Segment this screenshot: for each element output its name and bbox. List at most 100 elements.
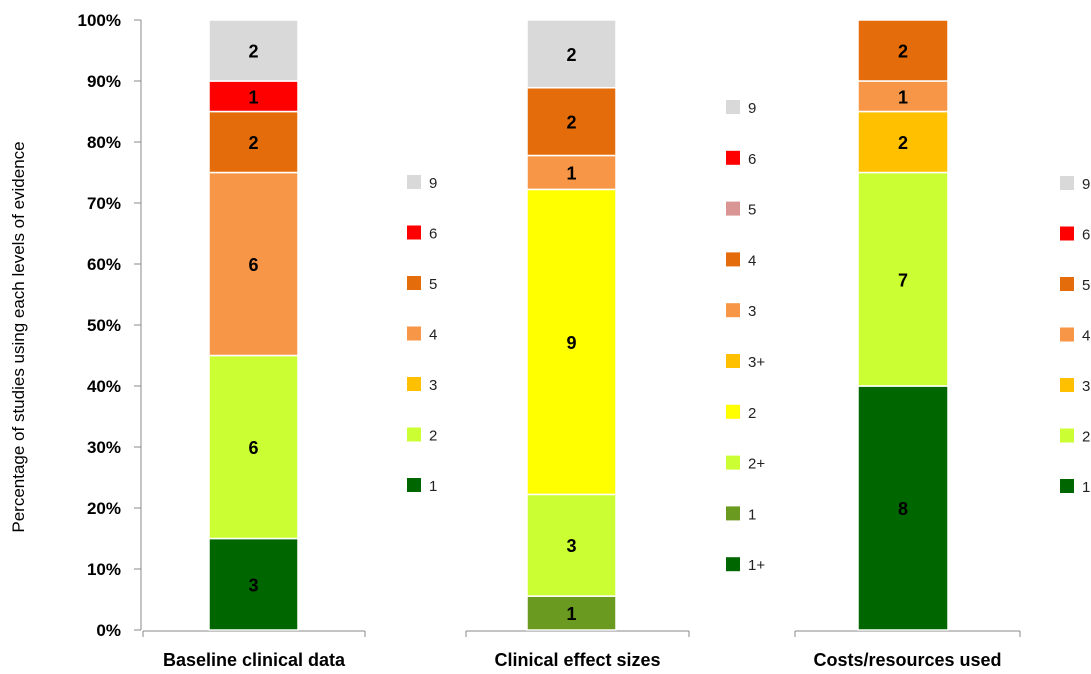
y-tick-label: 0%: [96, 621, 121, 640]
legend-swatch: [1060, 378, 1074, 392]
segment-count-label: 1: [566, 163, 576, 183]
bar-segment: [208, 110, 299, 174]
segment-count-label: 2: [898, 133, 908, 153]
legend-label: 6: [1082, 227, 1090, 244]
legend-label: 3: [429, 377, 437, 394]
legend-label: 3+: [748, 354, 765, 371]
segment-count-label: 9: [566, 333, 576, 353]
bar-segment: [208, 537, 299, 631]
legend-label: 5: [429, 276, 437, 293]
segment-count-label: 2: [566, 113, 576, 133]
legend-swatch: [726, 201, 740, 216]
legend-swatch: [407, 427, 421, 442]
legend-label: 1+: [748, 557, 765, 574]
y-tick-label: 50%: [87, 316, 121, 335]
legend-label: 2+: [748, 456, 765, 473]
legend-swatch: [407, 225, 421, 240]
legend-swatch: [1060, 176, 1074, 190]
legend-swatch: [726, 354, 740, 368]
legend-label: 3: [1082, 378, 1090, 395]
legend-label: 3: [748, 303, 756, 320]
y-tick-label: 80%: [87, 133, 121, 152]
legend-label: 1: [429, 478, 437, 495]
legend-label: 6: [748, 151, 756, 168]
legend-swatch: [407, 377, 421, 391]
legend-label: 4: [1082, 328, 1090, 345]
bar-segment: [208, 80, 299, 113]
y-tick-label: 20%: [87, 499, 121, 518]
legend-label: 1: [1082, 479, 1090, 496]
bar-segment: [857, 110, 949, 174]
y-tick-label: 90%: [87, 72, 121, 91]
legend-swatch: [726, 100, 740, 114]
segment-count-label: 2: [898, 42, 908, 62]
legend-label: 6: [429, 226, 437, 243]
legend-label: 9: [429, 175, 437, 192]
legend: 9 6 5 4 3 2 1: [407, 175, 437, 495]
y-axis-label: Percentage of studies using each levels …: [9, 141, 28, 532]
legend-swatch: [1060, 479, 1074, 493]
y-tick-label: 10%: [87, 560, 121, 579]
legend-swatch: [407, 326, 421, 341]
y-tick-label: 100%: [78, 11, 121, 30]
legend-swatch: [726, 150, 740, 165]
bar-segment: [208, 19, 299, 82]
y-tick-label: 30%: [87, 438, 121, 457]
bar-segment: [208, 354, 299, 540]
legend-swatch: [407, 175, 421, 189]
legend-swatch: [726, 455, 740, 470]
legend: 9 6 5 4 3 3+ 2 2+ 1 1+: [726, 100, 765, 574]
x-category-label: Baseline clinical data: [163, 650, 346, 670]
x-category-label: Costs/resources used: [813, 650, 1001, 670]
segment-count-label: 1: [566, 604, 576, 624]
legend-label: 2: [1082, 429, 1090, 446]
legend-label: 4: [429, 327, 437, 344]
legend-label: 9: [1082, 176, 1090, 193]
legend-label: 5: [748, 202, 756, 219]
legend-swatch: [407, 276, 421, 290]
legend: 9 6 5 4 3 2 1: [1060, 176, 1090, 496]
legend-label: 2: [429, 428, 437, 445]
panel-1: 3 6 6 2 1 2 Baseline clinical data 9 6 5 4 3 2 1: [142, 19, 437, 670]
legend-swatch: [1060, 428, 1074, 443]
legend-swatch: [726, 557, 740, 572]
y-tick-label: 60%: [87, 255, 121, 274]
legend-label: 2: [748, 405, 756, 422]
legend-label: 4: [748, 252, 756, 269]
legend-swatch: [1060, 226, 1074, 241]
legend-swatch: [407, 478, 421, 492]
legend-label: 5: [1082, 277, 1090, 294]
legend-swatch: [726, 252, 740, 267]
legend-swatch: [726, 506, 740, 521]
segment-count-label: 2: [248, 133, 258, 153]
segment-count-label: 1: [898, 87, 908, 107]
segment-count-label: 3: [248, 575, 258, 595]
legend-label: 1: [748, 506, 756, 523]
legend-swatch: [1060, 327, 1074, 342]
legend-swatch: [726, 404, 740, 419]
y-tick-label: 70%: [87, 194, 121, 213]
segment-count-label: 7: [898, 270, 908, 290]
legend-swatch: [726, 303, 740, 318]
segment-count-label: 8: [898, 499, 908, 519]
x-category-label: Clinical effect sizes: [494, 650, 660, 670]
bar-segment: [208, 171, 299, 357]
bar-segment: [526, 493, 617, 597]
legend-swatch: [1060, 277, 1074, 291]
segment-count-label: 3: [566, 536, 576, 556]
segment-count-label: 2: [248, 42, 258, 62]
bar-segment: [857, 171, 949, 387]
segment-count-label: 2: [566, 45, 576, 65]
legend-label: 9: [748, 100, 756, 117]
panel-2: 1 3 9 1 2 2 Clinical effect sizes 9 6 5 4 3 3+ 2 2+ 1 1+: [465, 19, 765, 670]
panel-3: 8 7 2 1 2 Costs/resources used 9 6 5 4 3 2 1: [794, 19, 1090, 670]
bar-segment: [857, 19, 949, 82]
bar-segment: [526, 188, 617, 496]
segment-count-label: 6: [248, 255, 258, 275]
segment-count-label: 1: [248, 87, 258, 107]
bar-segment: [526, 19, 617, 89]
bar-segment: [526, 154, 617, 191]
y-tick-label: 40%: [87, 377, 121, 396]
bar-segment: [526, 595, 617, 631]
